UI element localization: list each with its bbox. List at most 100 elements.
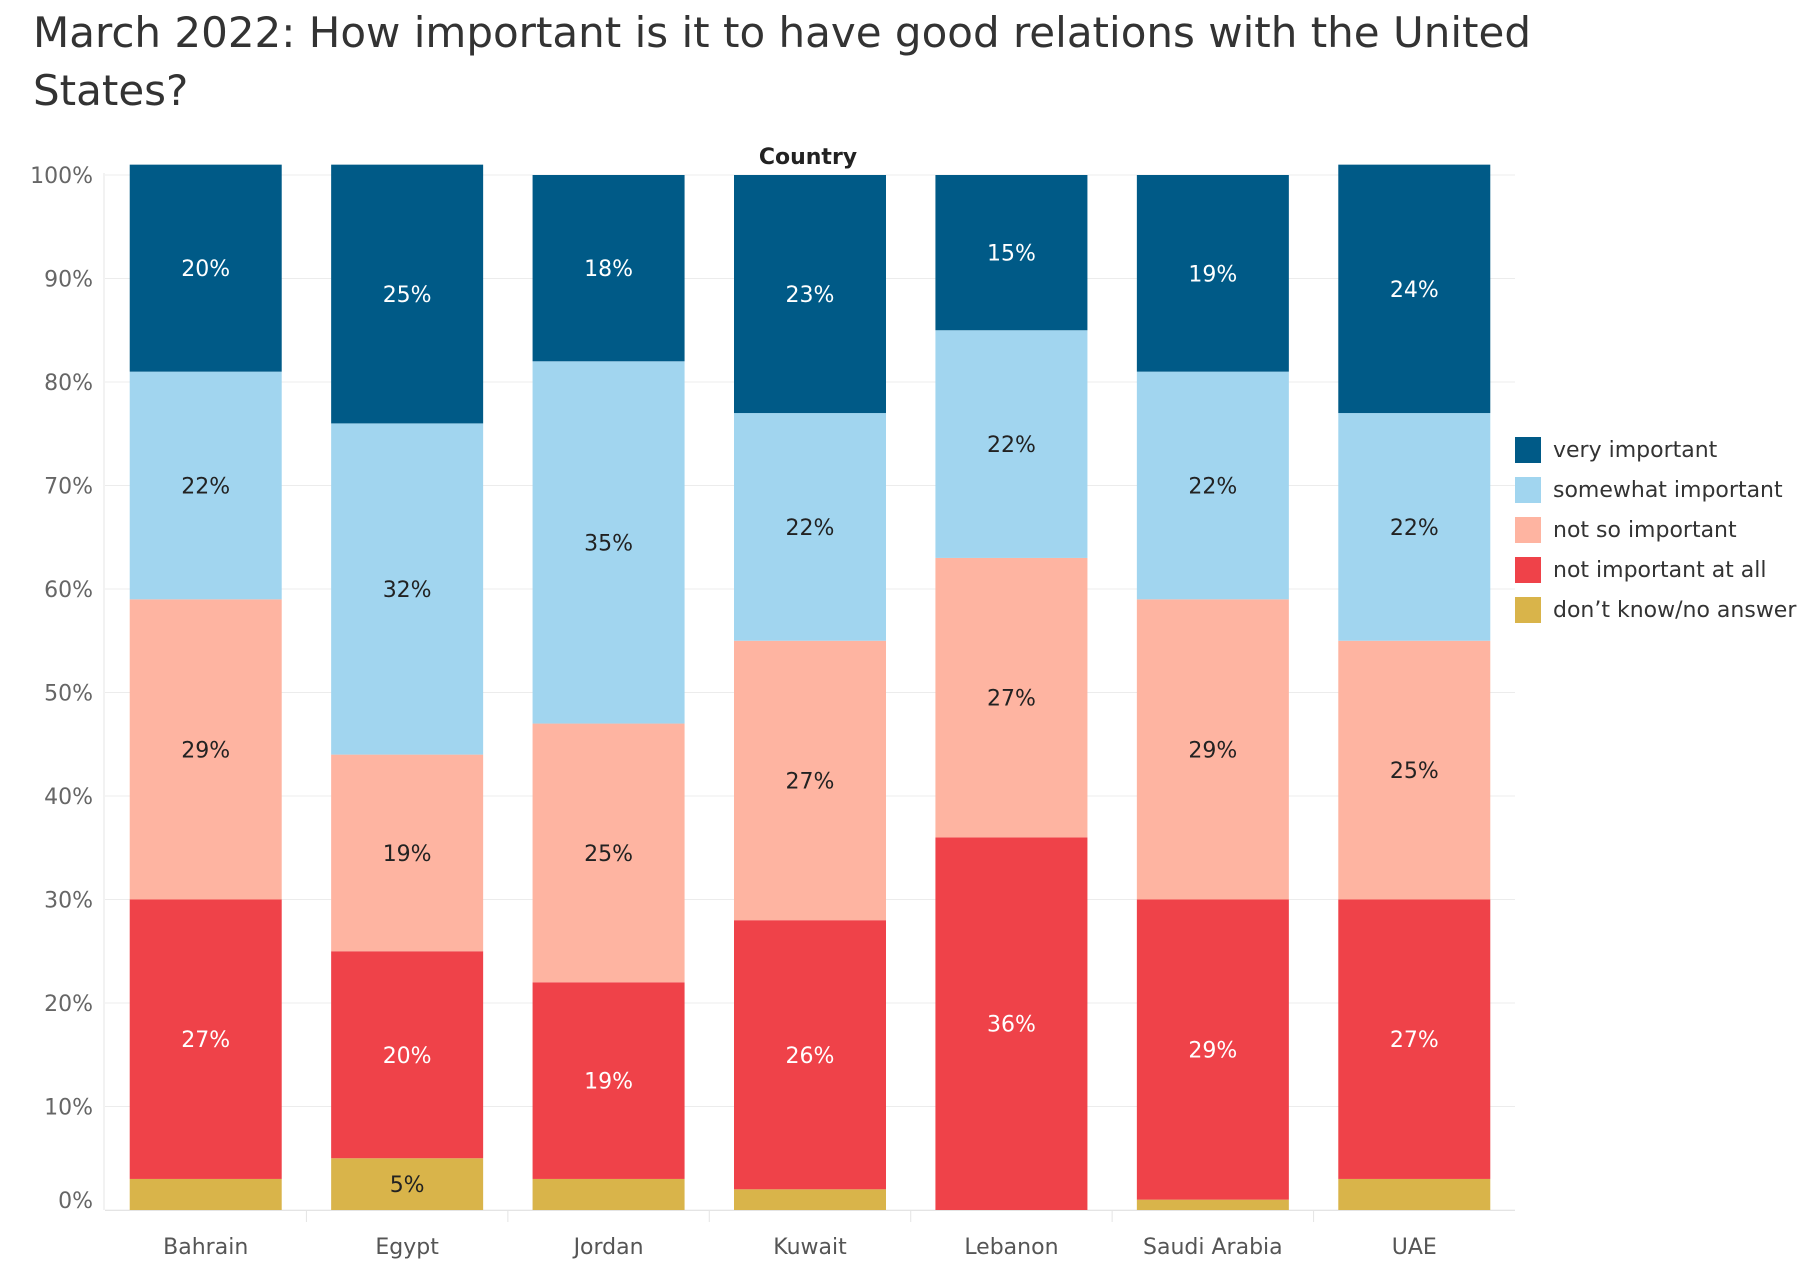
bar-segment [935,837,1088,1210]
data-label: 20% [383,1044,432,1069]
y-tick-label: 60% [44,578,93,603]
legend-swatch [1515,517,1541,543]
legend-label: very important [1553,437,1718,463]
x-tick-label: Kuwait [773,1235,847,1260]
bar-segment [734,920,886,1190]
bars [129,164,1491,1210]
bar-segment [331,754,484,952]
bar-segment [1338,164,1491,414]
bar-segment [129,1178,282,1210]
data-label: 25% [383,283,432,308]
y-tick-label: 80% [44,371,93,396]
data-label: 27% [1390,1028,1439,1053]
bar-segment [734,1189,886,1210]
bar-segment [532,361,685,724]
data-label: 19% [584,1070,633,1095]
bar-segment [129,371,282,600]
data-label: 27% [786,769,835,794]
legend-label: not important at all [1553,557,1767,583]
bar-segment [734,640,886,921]
bar-segment [1338,1178,1491,1210]
legend-item: not so important [1515,510,1796,550]
x-tick-label: Egypt [375,1235,439,1260]
x-tick-label: UAE [1392,1235,1437,1260]
bar-segment [1136,899,1289,1200]
legend-swatch [1515,477,1541,503]
legend-swatch [1515,597,1541,623]
y-tick-label: 70% [44,475,93,500]
bar-segment [331,423,484,755]
bar-segment [532,1178,685,1210]
x-tick-label: Saudi Arabia [1143,1235,1283,1260]
data-label: 27% [987,687,1036,712]
data-label: 35% [584,531,633,556]
legend-label: not so important [1553,517,1737,543]
data-label: 22% [181,475,230,500]
legend-swatch [1515,557,1541,583]
data-label: 24% [1390,278,1439,303]
data-label: 22% [1188,475,1237,500]
y-tick-label: 0% [58,1189,93,1214]
y-tick-label: 50% [44,682,93,707]
bar-segment [532,982,685,1179]
data-label: 25% [1390,759,1439,784]
y-tick-label: 100% [30,164,93,189]
data-label: 29% [1188,1039,1237,1064]
data-label: 26% [786,1044,835,1069]
bar-segment [1136,599,1289,900]
y-axis: 0% 10% 20% 30% 40% 50% 60% 70% 80% 90% 100% [30,164,105,1214]
bar-segment [1136,1199,1289,1210]
bar-segment [129,899,282,1179]
segment-labels: 27% 29% 22% 20% 5% 20% 19% 32% 25% 19% 25% 35% 18% 26… [181,242,1438,1199]
data-label: 29% [1188,738,1237,763]
data-label: 19% [383,842,432,867]
y-tick-label: 90% [44,268,93,293]
data-label: 32% [383,578,432,603]
bar-segment [734,175,886,414]
bar-segment [935,330,1088,558]
bar-segment [1136,175,1289,372]
legend-item: somewhat important [1515,470,1796,510]
legend-item: don’t know/no answer [1515,590,1796,630]
bar-segment [331,951,484,1159]
bar-segment [1338,899,1491,1179]
bar-segment [1338,413,1491,641]
bar-segment [935,175,1088,331]
legend-label: somewhat important [1553,477,1783,503]
data-label: 36% [987,1013,1036,1038]
x-tick-label: Jordan [572,1235,644,1260]
legend-item: very important [1515,430,1796,470]
bar-segment [331,164,484,424]
bar-segment [935,557,1088,838]
x-tick-label: Lebanon [964,1235,1058,1260]
legend-swatch [1515,437,1541,463]
data-label: 22% [1390,516,1439,541]
data-label: 22% [987,433,1036,458]
y-tick-label: 40% [44,785,93,810]
data-label: 25% [584,842,633,867]
column-header: Country [759,145,857,170]
y-tick-label: 30% [44,889,93,914]
data-label: 22% [786,516,835,541]
data-label: 15% [987,242,1036,267]
data-label: 23% [786,283,835,308]
legend-label: don’t know/no answer [1553,597,1797,623]
bar-segment [532,175,685,362]
data-label: 27% [181,1028,230,1053]
data-label: 19% [1188,262,1237,287]
bar-segment [1136,371,1289,600]
chart-title: March 2022: How important is it to have … [33,8,1531,115]
y-tick-label: 10% [44,1096,93,1121]
data-label: 5% [390,1173,425,1198]
x-axis: Bahrain Egypt Jordan Kuwait Lebanon Saudi Ara… [105,1210,1515,1260]
data-label: 18% [584,257,633,282]
bar-segment [129,164,282,372]
data-label: 29% [181,738,230,763]
bar-segment [129,599,282,900]
bar-segment [734,413,886,641]
bar-segment [532,723,685,983]
bar-segment [1338,640,1491,900]
x-tick-label: Bahrain [163,1235,248,1260]
legend: very important somewhat important not so i… [1515,430,1796,630]
